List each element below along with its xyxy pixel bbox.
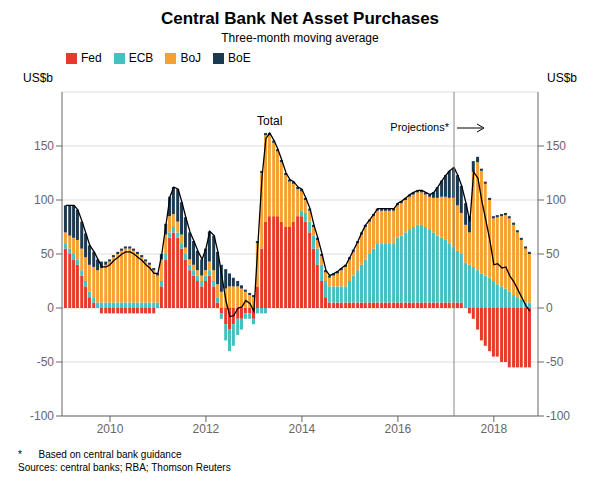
svg-text:2014: 2014 xyxy=(289,422,316,436)
svg-text:100: 100 xyxy=(34,193,54,207)
svg-text:0: 0 xyxy=(546,301,553,315)
svg-text:-50: -50 xyxy=(546,355,564,369)
svg-text:150: 150 xyxy=(34,139,54,153)
html-text:ECB: ECB xyxy=(128,51,154,65)
svg-text:US$b: US$b xyxy=(23,71,53,85)
svg-text:100: 100 xyxy=(546,193,566,207)
svg-text:50: 50 xyxy=(546,247,560,261)
html-text:Central Bank Net Asset Purchas: Central Bank Net Asset Purchases xyxy=(161,9,439,28)
svg-text:2018: 2018 xyxy=(481,422,508,436)
svg-text:150: 150 xyxy=(546,139,566,153)
svg-text:2010: 2010 xyxy=(97,422,124,436)
svg-text:Total: Total xyxy=(257,114,282,128)
svg-text:50: 50 xyxy=(41,247,55,261)
html-text:BoJ: BoJ xyxy=(180,51,202,65)
svg-text:2016: 2016 xyxy=(385,422,412,436)
html-text:Three-month moving average: Three-month moving average xyxy=(221,31,379,45)
html-text:BoE: BoE xyxy=(228,51,251,65)
svg-text:0: 0 xyxy=(47,301,54,315)
svg-text:-100: -100 xyxy=(30,409,54,423)
html-text:Fed: Fed xyxy=(81,51,102,65)
html-text:Sources: central banks; RBA; T: Sources: central banks; RBA; Thomson Reu… xyxy=(18,462,231,473)
html-text:* Based on central bank guidan: * Based on central bank guidance xyxy=(18,449,182,460)
svg-text:2012: 2012 xyxy=(193,422,220,436)
svg-text:US$b: US$b xyxy=(547,71,577,85)
svg-text:Projections*: Projections* xyxy=(390,121,449,133)
svg-text:-50: -50 xyxy=(37,355,55,369)
svg-text:-100: -100 xyxy=(546,409,570,423)
